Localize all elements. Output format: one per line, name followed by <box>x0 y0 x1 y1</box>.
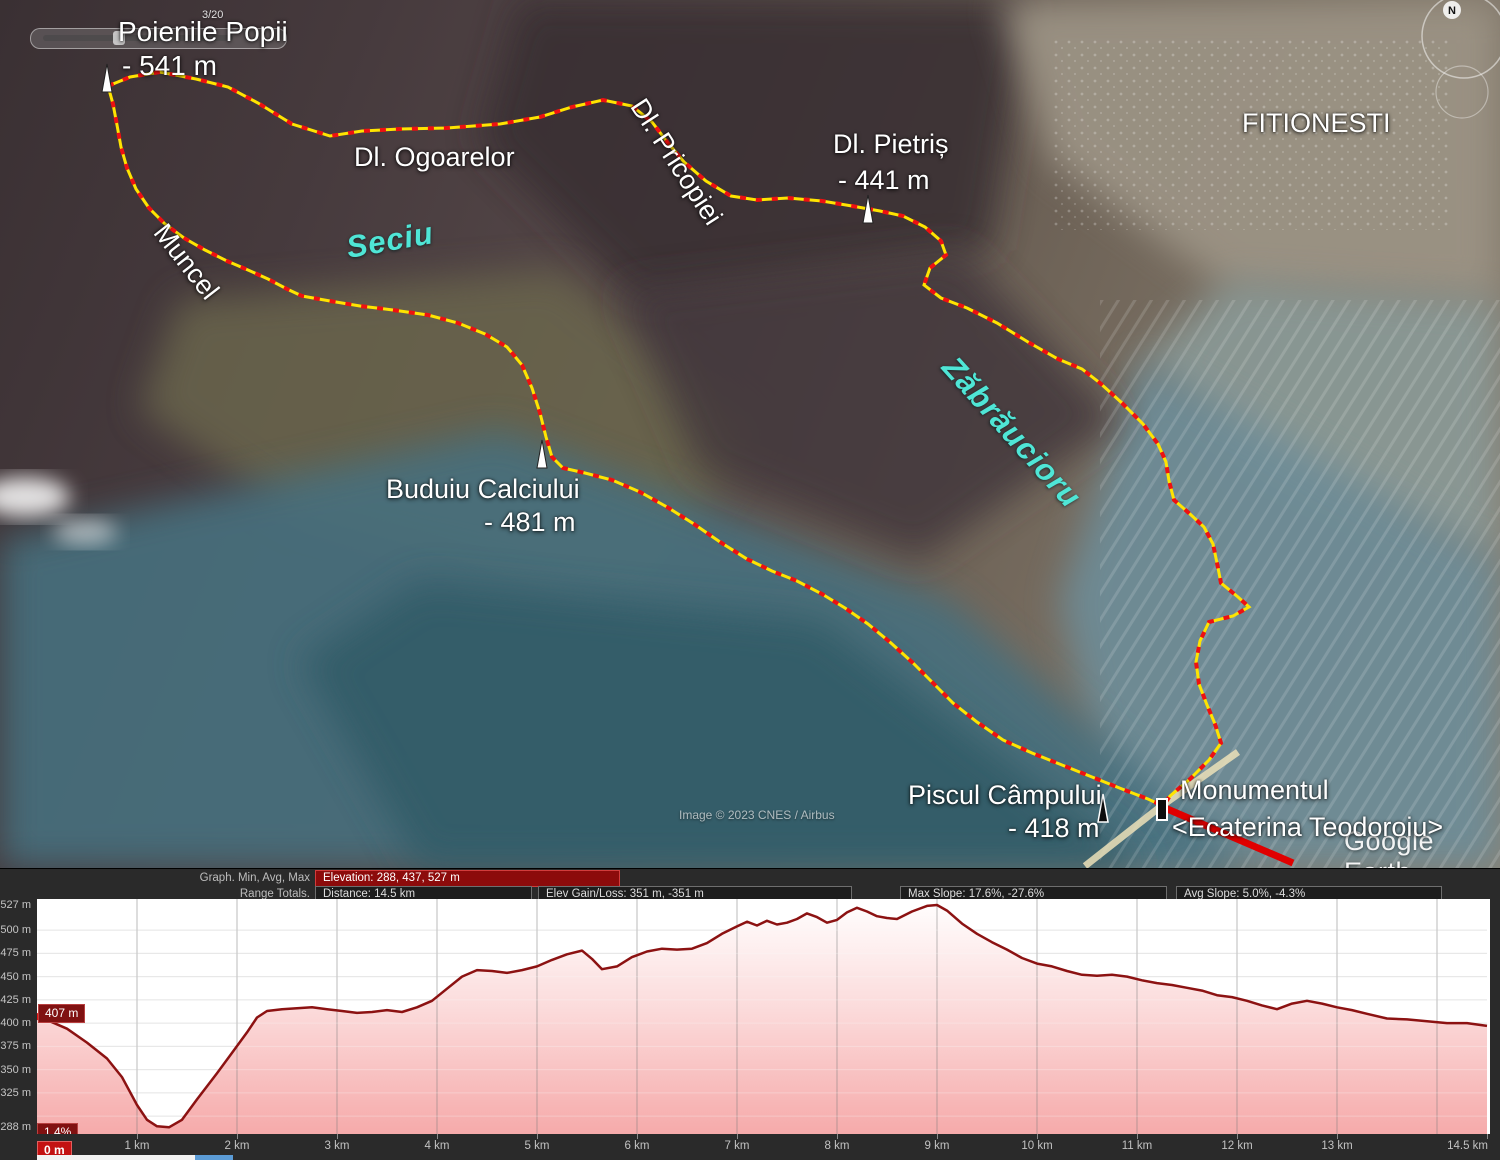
x-axis-label: 10 km <box>1021 1140 1053 1152</box>
compass-icon[interactable]: N <box>1421 0 1500 119</box>
map-label-buduiu-calciului-title: Buduiu Calciului <box>386 474 580 504</box>
google-earth-watermark: Google Earth <box>1344 826 1435 868</box>
time-slider[interactable] <box>30 28 287 49</box>
elevation-chart <box>34 899 1488 1134</box>
x-axis-label: 5 km <box>524 1140 550 1152</box>
y-axis-label: 350 m <box>0 1063 31 1076</box>
graph-stats-label: Graph. Min, Avg, Max <box>199 872 310 884</box>
trail-ticks-upper <box>107 69 1253 808</box>
peak-marker-icon <box>536 439 548 469</box>
x-axis-tick <box>137 1134 138 1139</box>
start-elevation-tooltip: 407 m <box>38 1004 86 1023</box>
map-label-buduiu-calciului-elev: - 481 m <box>484 507 576 537</box>
map-label-poienile-popii-title: Poienile Popii <box>118 16 288 47</box>
map-label-monumentul-sub: <Ecaterina Teodoroiu> <box>1172 812 1444 842</box>
x-axis-tick <box>837 1134 838 1139</box>
x-axis-tick <box>737 1134 738 1139</box>
time-slider-track[interactable] <box>43 35 233 41</box>
profile-scrollbar-thumb[interactable] <box>195 1155 233 1160</box>
map-label-monumentul-title: Monumentul <box>1180 775 1329 805</box>
map-label-poienile-popii-elev: - 541 m <box>122 50 217 81</box>
route-overlay: N <box>101 0 1500 868</box>
x-axis-tick <box>537 1134 538 1139</box>
x-axis-bar <box>0 1134 1500 1160</box>
x-axis-label: 1 km <box>124 1140 150 1152</box>
y-axis-label: 527 m <box>0 899 31 911</box>
x-axis-tick <box>1037 1134 1038 1139</box>
time-slider-date: 3/20 <box>202 9 224 21</box>
x-axis-label: 2 km <box>224 1140 250 1152</box>
profile-scrollbar-track[interactable] <box>37 1155 195 1160</box>
map-label-dl-ogoarelor: Dl. Ogoarelor <box>354 142 515 172</box>
map-label-dl-pietris-title: Dl. Pietriș <box>833 129 949 159</box>
y-axis-label: 475 m <box>0 947 31 960</box>
gain-loss-stat-box: Elev Gain/Loss: 351 m, -351 m <box>538 886 852 903</box>
map-label-piscul-campului-elev: - 418 m <box>1008 813 1100 843</box>
trail-ticks-lower <box>106 85 1164 808</box>
x-axis-tick <box>1487 1134 1488 1139</box>
max-slope-stat-box: Max Slope: 17.6%, -27.6% <box>900 886 1167 903</box>
x-axis-tick <box>1337 1134 1338 1139</box>
y-axis-label: 325 m <box>0 1086 31 1099</box>
range-totals-label: Range Totals. <box>239 888 310 900</box>
peak-marker-dark-icon <box>1097 793 1109 823</box>
start-point-marker <box>34 1013 41 1021</box>
y-axis-label: 375 m <box>0 1040 31 1053</box>
monument-marker-icon <box>1156 798 1168 821</box>
x-axis-label: 9 km <box>924 1140 950 1152</box>
x-axis-label: 8 km <box>824 1140 850 1152</box>
compass-north-label: N <box>1448 5 1456 17</box>
y-axis-label: 500 m <box>0 924 31 937</box>
x-axis-label: 3 km <box>324 1140 350 1152</box>
imagery-copyright: Image © 2023 CNES / Airbus <box>679 808 835 822</box>
x-axis-tick <box>1137 1134 1138 1139</box>
peak-marker-icon <box>862 194 874 224</box>
x-axis-label: 13 km <box>1321 1140 1353 1152</box>
distance-stat-box: Distance: 14.5 km <box>315 886 532 903</box>
map-label-dl-pietris-elev: - 441 m <box>838 165 930 195</box>
x-axis-tick <box>1237 1134 1238 1139</box>
x-axis-label: 11 km <box>1121 1140 1153 1152</box>
y-axis-label: 425 m <box>0 993 31 1006</box>
elevation-stat-box: Elevation: 288, 437, 527 m <box>315 870 620 887</box>
x-axis-tick <box>237 1134 238 1139</box>
avg-slope-stat-box: Avg Slope: 5.0%, -4.3% <box>1176 886 1442 903</box>
x-axis-label: 4 km <box>424 1140 450 1152</box>
elevation-profile-panel: Graph. Min, Avg, Max Elevation: 288, 437… <box>0 868 1500 1160</box>
x-axis-label: 7 km <box>724 1140 750 1152</box>
y-axis-label: 400 m <box>0 1017 31 1030</box>
elevation-chart-plot[interactable] <box>34 899 1490 1134</box>
x-axis-tick <box>937 1134 938 1139</box>
time-slider-handle[interactable] <box>113 31 125 45</box>
red-road-segment <box>1163 804 1295 867</box>
x-axis-tick <box>337 1134 338 1139</box>
terrain-imagery <box>0 0 1500 868</box>
elevation-line <box>36 903 1488 1129</box>
y-axis-label: 288 m <box>0 1121 31 1134</box>
satellite-map[interactable]: N 3/20 Image © 2023 CNES / Airbus Google… <box>0 0 1500 868</box>
map-label-piscul-campului-title: Piscul Câmpului <box>908 780 1102 810</box>
x-axis-label: 14.5 km <box>1447 1140 1488 1152</box>
map-label-fitionesti: FITIONESTI <box>1242 108 1391 138</box>
x-axis-tick <box>437 1134 438 1139</box>
elevation-area-fill <box>37 905 1487 1134</box>
x-axis-tick <box>637 1134 638 1139</box>
y-axis-label: 450 m <box>0 970 31 983</box>
x-axis-label: 6 km <box>624 1140 650 1152</box>
x-axis-label: 12 km <box>1221 1140 1253 1152</box>
peak-marker-icon <box>101 63 113 93</box>
